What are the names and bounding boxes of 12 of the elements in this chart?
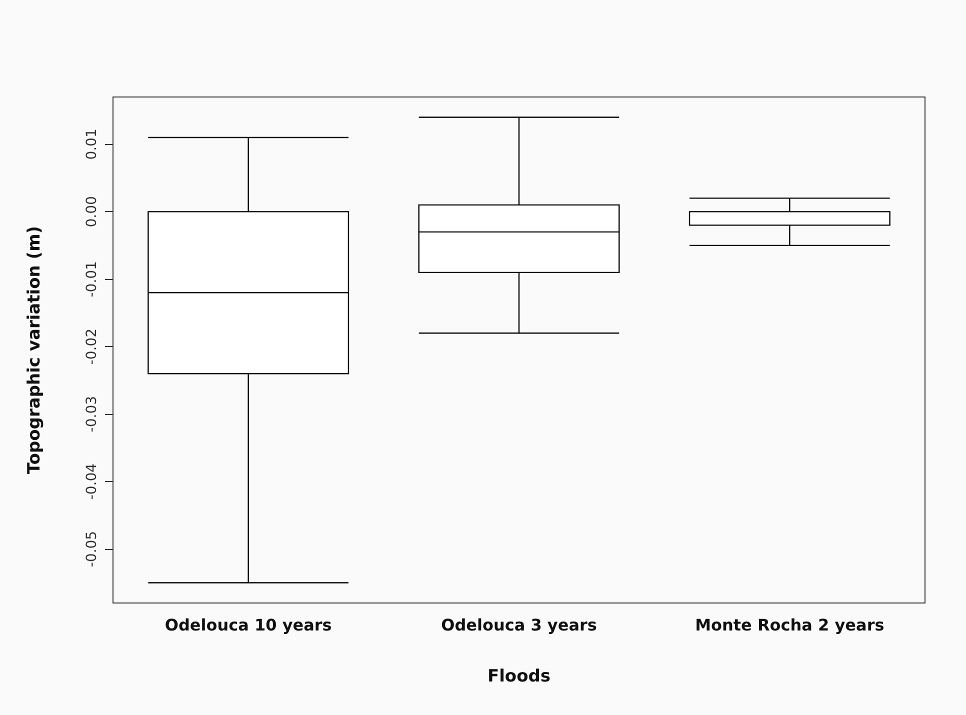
- x-tick-label: Odelouca 10 years: [164, 616, 332, 634]
- y-tick-label: -0.05: [84, 530, 100, 568]
- y-axis-title: Topographic variation (m): [24, 226, 44, 474]
- y-tick-label: -0.04: [84, 463, 100, 500]
- x-axis-title: Floods: [487, 666, 551, 686]
- y-tick-label: 0.00: [84, 196, 100, 228]
- y-tick-label: -0.02: [84, 328, 100, 365]
- y-tick-label: -0.03: [84, 396, 100, 432]
- x-tick-label: Odelouca 3 years: [441, 616, 597, 634]
- y-tick-label: 0.01: [84, 128, 100, 160]
- y-tick-label: -0.01: [84, 261, 100, 298]
- x-tick-label: Monte Rocha 2 years: [695, 616, 884, 634]
